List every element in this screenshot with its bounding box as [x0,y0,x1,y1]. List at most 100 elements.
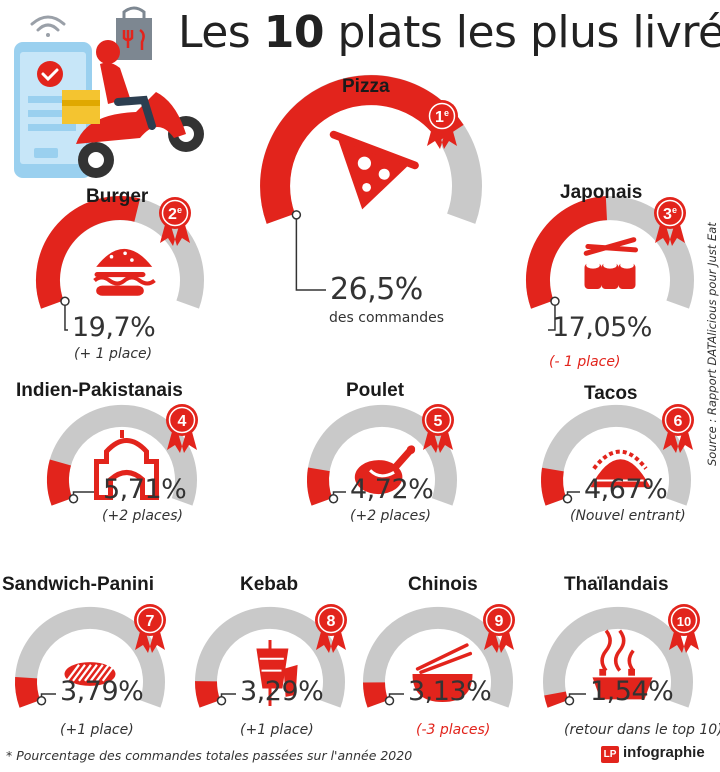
dish-percentage: 26,5% [330,272,423,307]
dish-percentage: 5,71% [103,474,187,505]
rank-badge: 9 [483,604,515,653]
dish-gauge-1: 1e [260,74,482,291]
rank-change: (+2 places) [350,508,431,524]
thai-dish-icon [592,629,653,700]
temple-icon [94,430,159,500]
gauge-value-arc [260,75,464,224]
gauge-track [195,606,345,708]
shopping-bag-icon [116,6,152,60]
rank-change: (-3 places) [416,722,491,738]
gauge-value-arc [307,467,333,506]
gauge-value-arc [15,676,41,708]
dish-gauge-8: 8 [195,604,347,708]
percentage-caption: des commandes [329,310,445,326]
gauge-value-arc [363,681,389,708]
dish-gauge-4: 4 [47,404,198,506]
title-prefix: Les [178,7,264,58]
dish-name: Thaïlandais [564,574,669,595]
rank-change: (- 1 place) [549,354,621,370]
gauge-track [363,606,513,708]
dish-percentage: 19,7% [72,312,156,343]
gauge-value-arc [525,196,608,309]
leader-line [64,301,68,331]
gauge-marker [328,494,339,504]
rank-badge: 10 [668,604,700,653]
dish-gauge-5: 5 [307,404,457,506]
taco-icon [590,449,651,488]
brand-text: infographie [623,744,705,761]
rank-change: (+1 place) [60,722,134,738]
rank-badge: 8 [315,604,347,653]
dish-gauge-9: 9 [363,604,515,708]
leader-line [548,301,556,331]
dish-percentage: 4,67% [584,474,668,505]
dish-name: Chinois [408,574,478,595]
dish-name: Pizza [342,76,390,97]
gauge-track [307,404,457,506]
rank-number: 10 [677,614,691,629]
gauge-marker [562,494,573,504]
title-number: 10 [263,7,325,58]
delivery-illustration [14,6,204,178]
rank-change: (+ 1 place) [74,346,153,362]
dish-percentage: 3,29% [240,676,324,707]
dish-name: Tacos [584,383,638,404]
page-title: Les 10 plats les plus livrés [178,6,720,60]
gauge-value-arc [35,196,141,309]
dish-name: Kebab [240,574,299,595]
burger-icon [93,248,156,296]
dish-name: Poulet [346,380,405,401]
dish-percentage: 4,72% [350,474,434,505]
noodle-bowl-icon [412,643,473,702]
gauge-value-arc [544,691,569,708]
gauge-track [543,606,693,708]
dish-percentage: 1,54% [590,676,674,707]
rank-change: (retour dans le top 10) [564,722,720,738]
rank-badge: 4 [166,404,198,453]
gauge-value-arc [195,680,221,708]
brand-logo: LP [601,746,619,763]
dish-gauge-6: 6 [541,404,694,506]
rank-change: (Nouvel entrant) [570,508,686,524]
scooter-icon [62,40,204,178]
sushi-icon [583,237,638,289]
rank-badge: 2e [159,197,191,246]
gauge-marker [216,696,227,706]
footnote: * Pourcentage des commandes totales pass… [6,748,413,763]
wifi-icon [30,15,66,37]
dish-name: Burger [86,186,149,207]
kebab-icon [256,640,298,706]
panini-icon [64,662,116,686]
gauge-marker [550,296,560,307]
leader-line [295,214,326,291]
rank-change: (+1 place) [240,722,314,738]
dish-percentage: 3,79% [60,676,144,707]
rank-number: 7 [146,613,155,630]
rank-badge: 6 [662,404,694,453]
source-note: Source : Rapport DATAlicious pour Just E… [705,222,719,466]
gauge-track [15,606,165,708]
dish-name: Indien-Pakistanais [16,380,183,401]
rank-badge: 1e [426,100,458,149]
rank-number: 8 [327,613,336,630]
gauge-value-arc [47,459,73,506]
rank-change: (+2 places) [102,508,183,524]
gauge-marker [68,494,79,504]
rank-badge: 5 [422,404,454,453]
rank-number: 4 [178,413,187,430]
dish-name: Japonais [560,182,643,203]
gauge-value-arc [541,467,567,506]
rank-number: 6 [674,413,683,430]
rank-suffix: e [177,205,182,215]
gauge-marker [60,296,70,307]
pizza-icon [329,130,419,210]
gauge-marker [384,696,395,706]
gauge-marker [291,210,302,220]
rank-suffix: e [672,205,677,215]
title-suffix: plats les plus livrés [323,7,720,58]
dish-gauge-7: 7 [15,604,166,708]
rank-suffix: e [444,108,449,118]
rank-number: 9 [495,613,504,630]
roast-chicken-icon [354,445,416,495]
